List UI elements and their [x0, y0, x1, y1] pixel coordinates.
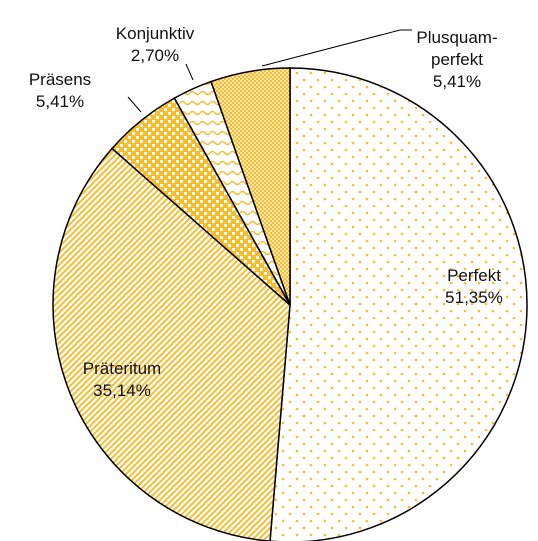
value-label: 5,41%: [35, 92, 85, 111]
leader-lines: [127, 29, 412, 113]
pie-slice: [269, 67, 528, 541]
slice-label: Konjunktiv 2,70%: [116, 23, 194, 67]
category-name: Plusquam- perfekt: [416, 28, 498, 69]
category-name: Konjunktiv: [115, 24, 195, 43]
leader-line: [185, 63, 194, 81]
value-label: 35,14%: [93, 381, 151, 400]
value-label: 2,70%: [130, 46, 180, 65]
leader-line: [127, 96, 142, 113]
slice-label: Präsens 5,41%: [29, 69, 91, 113]
category-name: Präteritum: [82, 359, 162, 378]
slice-label: Perfekt 51,35%: [445, 265, 503, 309]
slice-label: Präteritum 35,14%: [83, 358, 161, 402]
category-name: Präsens: [28, 70, 92, 89]
value-label: 51,35%: [445, 288, 503, 307]
slice-label: Plusquam- perfekt 5,41%: [416, 27, 497, 93]
category-name: Perfekt: [447, 266, 501, 285]
leader-line: [261, 29, 412, 67]
pie-slice: [210, 67, 291, 306]
pie-slice: [52, 147, 291, 541]
value-label: 5,41%: [432, 72, 482, 91]
